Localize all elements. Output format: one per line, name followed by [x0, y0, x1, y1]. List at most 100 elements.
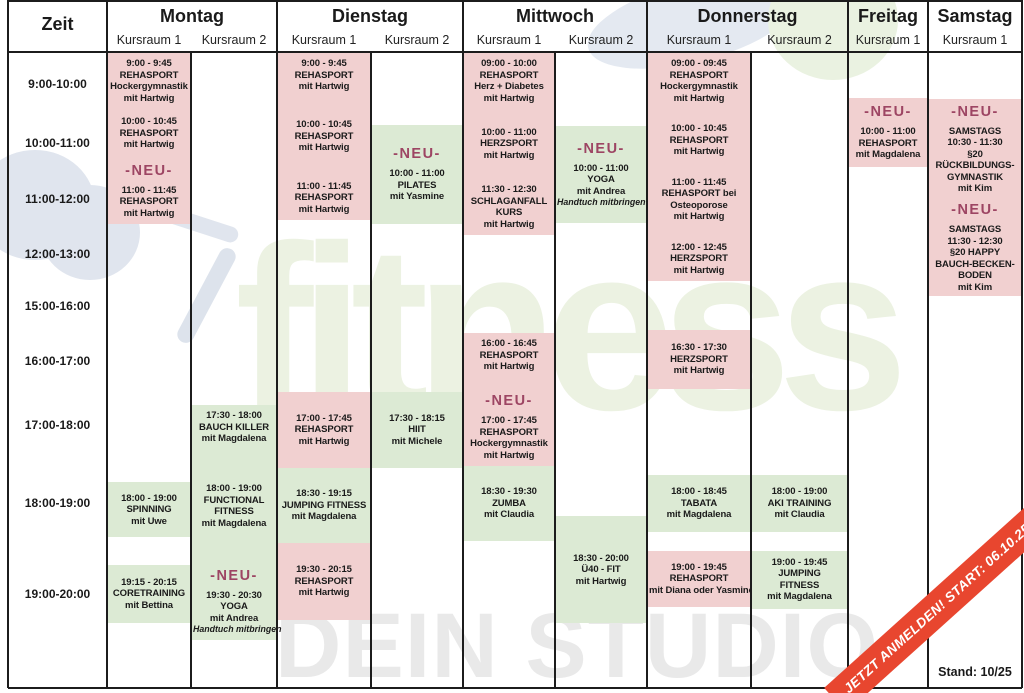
course-line: 11:00 - 11:45	[121, 184, 177, 196]
time-row-label: 11:00-12:00	[25, 192, 90, 206]
time-column-header: Zeit	[41, 14, 74, 34]
course-line: BODEN	[958, 270, 992, 282]
course-line: 17:00 - 17:45	[296, 412, 352, 424]
course-line: 10:00 - 11:00	[481, 126, 537, 138]
course-line: Ü40 - FIT	[581, 564, 621, 576]
course-block: 18:30 - 20:00 Ü40 - FIT mit Hartwig	[556, 516, 646, 624]
course-line: 19:30 - 20:30	[206, 589, 262, 601]
course-line: JUMPING	[778, 568, 821, 580]
day-header-mittwoch: Mittwoch	[516, 6, 594, 26]
course-line: mit Diana oder Yasmine	[649, 584, 754, 596]
day-group-border	[461, 0, 465, 688]
course-block: 19:00 - 19:45 JUMPING FITNESS mit Magdalena	[752, 550, 847, 609]
course-line: YOGA	[587, 174, 615, 186]
course-line: mit Andrea	[576, 185, 626, 197]
day-header-dienstag: Dienstag	[331, 6, 409, 26]
course-line: Hockergymnastik	[660, 81, 738, 92]
course-entry: 19:00 - 19:45 JUMPING FITNESS mit Magdalena	[753, 557, 846, 603]
course-line: mit Hartwig	[673, 211, 725, 222]
course-line: GYMNASTIK	[946, 171, 1004, 183]
course-line: FITNESS	[214, 506, 254, 517]
course-line: REHASPORT	[119, 127, 179, 139]
course-entry: 17:30 - 18:00 BAUCH KILLER mit Magdalena	[193, 410, 275, 445]
course-line: 19:30 - 20:15	[296, 564, 352, 576]
course-line: mit Yasmine	[389, 191, 445, 203]
room-divider	[554, 51, 556, 688]
course-line: 9:00 - 9:45	[126, 58, 172, 69]
room-header: Kursraum 1	[476, 33, 542, 47]
course-entry: 11:00 - 11:45 REHASPORT mit Hartwig	[279, 181, 369, 216]
course-entry: -NEU- SAMSTAGS 10:30 - 11:30 §20 RÜCKBILDUNG…	[930, 104, 1020, 195]
course-line: mit Hartwig	[298, 142, 350, 154]
course-entry: 18:00 - 19:00 FUNCTIONAL FITNESS mit Magdal…	[193, 483, 275, 529]
room-header: Kursraum 1	[666, 33, 732, 47]
course-line: REHASPORT	[294, 130, 354, 142]
course-block: 18:00 - 19:00 AKI TRAINING mit Claudia	[752, 475, 847, 532]
neu-badge: -NEU-	[125, 162, 173, 179]
course-entry: 09:00 - 09:45 REHASPORT Hockergymnastik mit…	[649, 58, 749, 104]
course-entry: -NEU- 10:00 - 11:00 PILATES mit Yasmine	[373, 146, 461, 203]
course-line: mit Claudia	[483, 509, 535, 521]
course-line: mit Kim	[957, 281, 993, 293]
course-block: 17:00 - 17:45 REHASPORT mit Hartwig	[278, 392, 370, 468]
time-row-label: 18:00-19:00	[24, 495, 91, 510]
time-row-label: 17:00-18:00	[24, 417, 91, 432]
course-line: HERZSPORT	[480, 138, 538, 150]
room-header: Kursraum 1	[855, 33, 921, 47]
course-line: mit Hartwig	[123, 92, 175, 104]
course-line: SCHLAGANFALL	[470, 195, 548, 207]
course-block: 18:30 - 19:30 ZUMBA mit Claudia	[464, 466, 554, 541]
course-line: HERZSPORT	[670, 253, 728, 264]
course-block: 18:00 - 18:45 TABATA mit Magdalena	[648, 475, 750, 532]
course-line: mit Hartwig	[483, 361, 535, 373]
course-entry: 10:00 - 10:45 REHASPORT mit Hartwig	[109, 116, 189, 151]
course-line: SPINNING	[126, 504, 172, 516]
course-line: 10:00 - 10:45	[121, 116, 177, 128]
course-line: 17:30 - 18:00	[206, 410, 262, 421]
neu-badge: -NEU-	[485, 393, 533, 410]
course-entry: 18:00 - 19:00 SPINNING mit Uwe	[109, 493, 189, 528]
neu-badge: -NEU-	[577, 140, 625, 157]
course-entry: 19:15 - 20:15 CORETRAINING mit Bettina	[109, 577, 189, 612]
course-block: 19:00 - 19:45 REHASPORT mit Diana oder Yas…	[648, 550, 754, 607]
room-header: Kursraum 1	[116, 33, 182, 47]
day-header-donnerstag: Donnerstag	[697, 6, 798, 26]
course-line: 18:00 - 19:00	[121, 492, 177, 504]
neu-badge: -NEU-	[864, 104, 912, 121]
course-line: SAMSTAGS	[948, 125, 1002, 137]
course-entry: 18:30 - 20:00 Ü40 - FIT mit Hartwig	[557, 553, 645, 588]
course-line: mit Andrea	[209, 612, 259, 624]
room-divider	[370, 51, 372, 688]
course-line: 09:00 - 09:45	[671, 58, 727, 69]
day-group-border	[926, 0, 930, 688]
room-header: Kursraum 1	[942, 33, 1008, 47]
course-line: 18:30 - 20:00	[573, 552, 629, 564]
table-top-border	[8, 0, 1022, 2]
course-line: §20 HAPPY	[949, 247, 1001, 259]
room-divider	[190, 51, 192, 688]
course-line: mit Hartwig	[673, 92, 725, 104]
course-block: -NEU- 10:00 - 11:00 YOGA mit Andrea Handtuch…	[556, 126, 646, 223]
course-line: REHASPORT	[119, 69, 179, 81]
course-line: 11:30 - 12:30	[481, 184, 537, 196]
course-block: 09:00 - 10:00 REHASPORT Herz + Diabetes mit…	[464, 53, 554, 236]
neu-badge: -NEU-	[951, 103, 999, 120]
course-entry: 10:00 - 10:45 REHASPORT mit Hartwig	[649, 123, 749, 158]
course-entry: 18:00 - 18:45 TABATA mit Magdalena	[649, 486, 749, 521]
course-entry: 18:30 - 19:30 ZUMBA mit Claudia	[465, 486, 553, 521]
course-line: 9:00 - 9:45	[301, 58, 347, 69]
course-line: 18:00 - 19:00	[206, 483, 262, 494]
room-header: Kursraum 1	[291, 33, 357, 47]
course-entry: -NEU- 10:00 - 11:00 REHASPORT mit Magdalena	[850, 104, 926, 161]
course-line: mit Uwe	[131, 515, 167, 527]
course-line: mit Hartwig	[483, 449, 535, 461]
course-line: 17:30 - 18:15	[389, 412, 445, 424]
course-line: 16:00 - 16:45	[481, 338, 537, 350]
course-line: REHASPORT	[858, 137, 918, 149]
course-entry: 17:00 - 17:45 REHASPORT mit Hartwig	[279, 413, 369, 448]
table-bottom-border	[8, 687, 1022, 689]
course-line: BAUCH KILLER	[198, 421, 270, 433]
time-row-label: 15:00-16:00	[24, 298, 91, 313]
course-line: 18:00 - 18:45	[671, 486, 727, 498]
